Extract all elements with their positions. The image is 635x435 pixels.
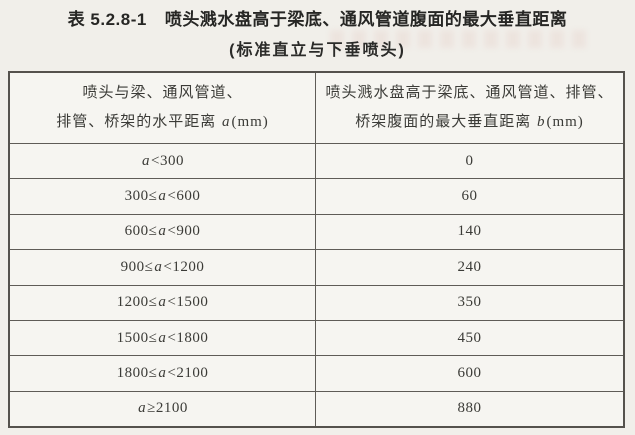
table-header-row: 喷头与梁、通风管道、 排管、桥架的水平距离 a(mm) 喷头溅水盘高于梁底、通风… bbox=[10, 73, 623, 143]
table-caption: 表 5.2.8-1 喷头溅水盘高于梁底、通风管道腹面的最大垂直距离 bbox=[0, 8, 635, 32]
range-cell: a≥2100 bbox=[10, 391, 316, 426]
distance-table: 喷头与梁、通风管道、 排管、桥架的水平距离 a(mm) 喷头溅水盘高于梁底、通风… bbox=[8, 71, 625, 428]
table-row: 300≤a<600 60 bbox=[10, 178, 623, 214]
table-row: a≥2100 880 bbox=[10, 390, 623, 426]
table-row: 1800≤a<2100 600 bbox=[10, 355, 623, 391]
table-title: 喷头溅水盘高于梁底、通风管道腹面的最大垂直距离 bbox=[164, 10, 568, 29]
value-cell: 880 bbox=[457, 400, 482, 417]
range-cell: 1500≤a<1800 bbox=[10, 320, 316, 356]
unit-label: (mm) bbox=[546, 114, 584, 130]
header-line: 桥架腹面的最大垂直距离 b(mm) bbox=[355, 114, 584, 130]
value-cell: 140 bbox=[457, 223, 482, 240]
table-row: 900≤a<1200 240 bbox=[10, 249, 623, 285]
value-cell: 600 bbox=[457, 364, 482, 381]
table-row: a<300 0 bbox=[10, 143, 623, 179]
table-row: 1500≤a<1800 450 bbox=[10, 319, 623, 356]
header-cell-vertical-distance: 喷头溅水盘高于梁底、通风管道、排管、 桥架腹面的最大垂直距离 b(mm) bbox=[316, 73, 623, 143]
table-subtitle: (标准直立与下垂喷头) bbox=[229, 42, 406, 59]
range-cell: 300≤a<600 bbox=[10, 179, 316, 214]
unit-label: (mm) bbox=[231, 114, 269, 130]
table-row: 1200≤a<1500 350 bbox=[10, 284, 623, 320]
range-cell: 1200≤a<1500 bbox=[10, 285, 316, 320]
value-cell: 350 bbox=[457, 294, 482, 311]
value-cell: 0 bbox=[465, 152, 474, 169]
header-cell-horizontal-distance: 喷头与梁、通风管道、 排管、桥架的水平距离 a(mm) bbox=[10, 73, 316, 143]
value-cell: 240 bbox=[457, 258, 482, 275]
range-cell: 1800≤a<2100 bbox=[10, 356, 316, 391]
header-line: 喷头溅水盘高于梁底、通风管道、排管、 bbox=[325, 85, 614, 101]
header-line: 喷头与梁、通风管道、 bbox=[82, 85, 243, 101]
value-cell: 60 bbox=[461, 188, 478, 205]
range-cell: 600≤a<900 bbox=[10, 214, 316, 250]
header-line: 排管、桥架的水平距离 a(mm) bbox=[56, 114, 269, 130]
range-cell: a<300 bbox=[10, 144, 316, 179]
table-row: 600≤a<900 140 bbox=[10, 213, 623, 250]
variable-b: b bbox=[536, 114, 546, 130]
table-number-label: 表 5.2.8-1 bbox=[67, 10, 147, 29]
value-cell: 450 bbox=[457, 329, 482, 346]
variable-a: a bbox=[221, 114, 231, 130]
range-cell: 900≤a<1200 bbox=[10, 250, 316, 285]
